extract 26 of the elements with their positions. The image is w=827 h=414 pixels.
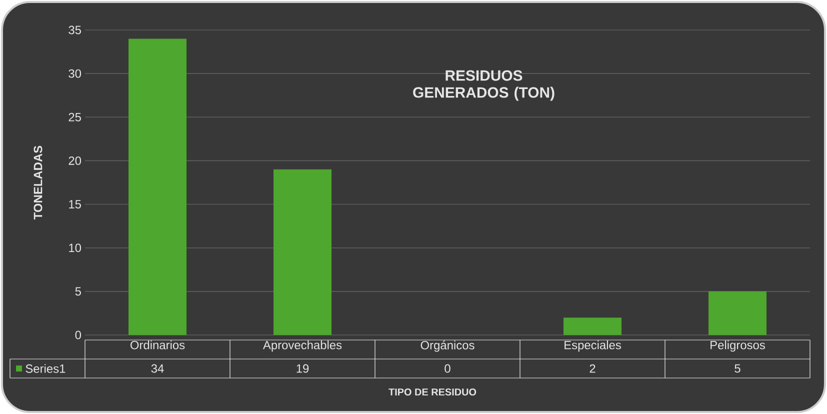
bar — [274, 169, 332, 335]
x-axis-title: TIPO DE RESIDUO — [388, 388, 476, 396]
y-tick-label: 15 — [69, 200, 81, 208]
legend-label: Series1 — [26, 364, 66, 373]
data-label: 19 — [296, 364, 309, 373]
y-tick-label: 20 — [68, 156, 82, 165]
bar — [128, 38, 187, 335]
x-tick-label: Ordinarios — [130, 340, 185, 350]
y-tick-label: 30 — [68, 69, 82, 78]
x-tick-label: Orgánicos — [420, 340, 474, 352]
data-label: 5 — [734, 364, 740, 373]
data-label: 34 — [151, 364, 164, 373]
y-tick-label: 25 — [68, 112, 81, 122]
text: RESIDUOS GENERADOS (TON) — [413, 70, 554, 101]
data-label: 2 — [590, 364, 596, 373]
y-tick-label: 35 — [68, 26, 81, 34]
x-tick-label: Especiales — [564, 340, 621, 352]
x-tick-label: Aprovechables — [262, 340, 342, 352]
y-tick-label: 5 — [75, 287, 81, 296]
y-tick-label: 0 — [75, 330, 82, 340]
data-label: 0 — [444, 364, 450, 373]
y-tick-label: 10 — [69, 244, 82, 252]
bar — [564, 318, 622, 335]
y-axis-title: TONELADAS — [34, 146, 42, 220]
x-tick-label: Peligrosos — [710, 340, 765, 352]
bar — [708, 291, 767, 335]
